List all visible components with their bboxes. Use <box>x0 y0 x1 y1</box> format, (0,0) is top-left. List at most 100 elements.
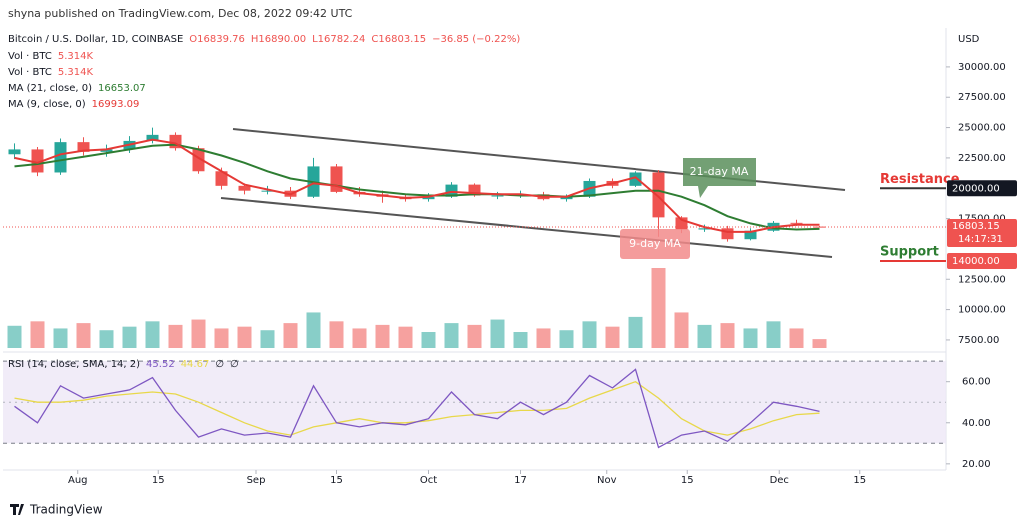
y-tick-label: 20.00 <box>962 459 991 470</box>
volume-bar <box>7 325 22 348</box>
volume-bar <box>30 321 45 348</box>
callout-9ma <box>620 229 690 259</box>
volume-bar <box>260 330 275 348</box>
candle-body <box>560 196 573 200</box>
legend-ma: MA (21, close, 0) 16653.07 <box>8 83 146 94</box>
candle-body <box>192 148 205 172</box>
level-text: Support <box>880 245 939 260</box>
x-tick-label: Nov <box>597 475 617 486</box>
legend-value: 44.67 <box>181 359 210 370</box>
volume-bar <box>467 324 482 348</box>
currency: USD <box>958 34 980 45</box>
legend-name: MA (9, close, 0) <box>8 99 86 110</box>
candle-body <box>238 185 251 191</box>
candle-body <box>721 228 734 240</box>
x-tick-label: Aug <box>68 475 88 486</box>
ma-line <box>14 143 820 231</box>
candle-body <box>422 196 435 200</box>
volume-bar <box>191 319 206 348</box>
volume-bar <box>536 328 551 348</box>
volume-bar <box>766 321 781 348</box>
volume-bar <box>490 319 505 348</box>
last-price-tag <box>947 219 1017 248</box>
volume-bar <box>444 323 459 348</box>
level-text: Resistance <box>880 172 960 187</box>
volume-bar <box>122 326 137 348</box>
volume-bar <box>145 321 160 348</box>
brand: TradingView <box>29 503 103 517</box>
x-tick-label: 15 <box>853 475 866 486</box>
candle-body <box>146 134 159 141</box>
x-tick-label: 15 <box>681 475 694 486</box>
candle-body <box>491 195 504 197</box>
legend-ma: MA (9, close, 0) 16993.09 <box>8 99 139 110</box>
legend-ohlc: O16839.76 <box>189 34 245 45</box>
volume-bar <box>237 326 252 348</box>
y-tick-label: 40.00 <box>962 418 991 429</box>
volume-bar <box>628 316 643 348</box>
y-tick-label: 60.00 <box>962 377 991 388</box>
x-tick-label: Sep <box>247 475 266 486</box>
legend-volume: Vol · BTC 5.314K <box>8 51 94 62</box>
legend-extra: ∅ <box>215 359 224 370</box>
legend-name: Vol · BTC <box>8 67 52 78</box>
rsi-line <box>14 368 820 449</box>
candle-body <box>629 172 642 186</box>
y-tick-label: 22500.00 <box>958 153 1006 164</box>
level-tag <box>947 180 1017 197</box>
legend-value: 16993.09 <box>92 99 140 110</box>
candle-body <box>261 190 274 192</box>
legend-value: 16653.07 <box>98 83 146 94</box>
callout-21ma-text: 21-day MA <box>690 165 749 178</box>
x-tick-label: Dec <box>770 475 789 486</box>
legend-symbol: Bitcoin / U.S. Dollar, 1D, COINBASE <box>8 34 183 45</box>
volume-bar <box>352 328 367 348</box>
volume-bar <box>375 324 390 348</box>
volume-bar <box>605 326 620 348</box>
legend-volume: Vol · BTC 5.314K <box>8 67 94 78</box>
legend-extra: ∅ <box>230 359 239 370</box>
x-tick-label: 17 <box>514 475 527 486</box>
legend-title: RSI (14, close, SMA, 14, 2) <box>8 359 140 370</box>
level-label: 14000.00 <box>952 256 1000 267</box>
legend-ohlc: L16782.24 <box>312 34 365 45</box>
volume-bar <box>559 330 574 348</box>
x-tick-label: 15 <box>330 475 343 486</box>
y-tick-label: 10000.00 <box>958 305 1006 316</box>
legend-name: MA (21, close, 0) <box>8 83 92 94</box>
candle-body <box>77 142 90 152</box>
x-tick-label: 15 <box>152 475 165 486</box>
trend-line-lower <box>220 197 833 258</box>
legend-ohlc: −36.85 (−0.22%) <box>432 34 520 45</box>
candle-body <box>100 149 113 152</box>
volume-bar <box>720 323 735 348</box>
volume-bar <box>99 330 114 348</box>
candle-body <box>698 228 711 230</box>
volume-bar <box>306 312 321 348</box>
candle-body <box>445 184 458 197</box>
volume-bar <box>329 321 344 348</box>
legend-ohlc: H16890.00 <box>251 34 306 45</box>
y-tick-label: 25000.00 <box>958 123 1006 134</box>
level-tag <box>947 253 1017 270</box>
legend-value: 45.52 <box>146 359 175 370</box>
logo <box>10 504 24 515</box>
y-tick-label: 7500.00 <box>958 335 999 346</box>
volume-bar <box>651 268 666 348</box>
legend-ohlc: C16803.15 <box>371 34 426 45</box>
y-tick-label: 12500.00 <box>958 274 1006 285</box>
volume-bar <box>743 328 758 348</box>
y-tick-label: 30000.00 <box>958 62 1006 73</box>
publisher: shyna published on TradingView.com, Dec … <box>8 7 353 20</box>
volume-bar <box>283 323 298 348</box>
candle-body <box>744 230 757 240</box>
candle-body <box>54 142 67 173</box>
volume-bar <box>789 328 804 348</box>
candle-body <box>8 149 21 155</box>
volume-bar <box>674 312 689 348</box>
volume-bar <box>168 324 183 348</box>
candle-body <box>215 171 228 186</box>
volume-bar <box>812 339 827 348</box>
